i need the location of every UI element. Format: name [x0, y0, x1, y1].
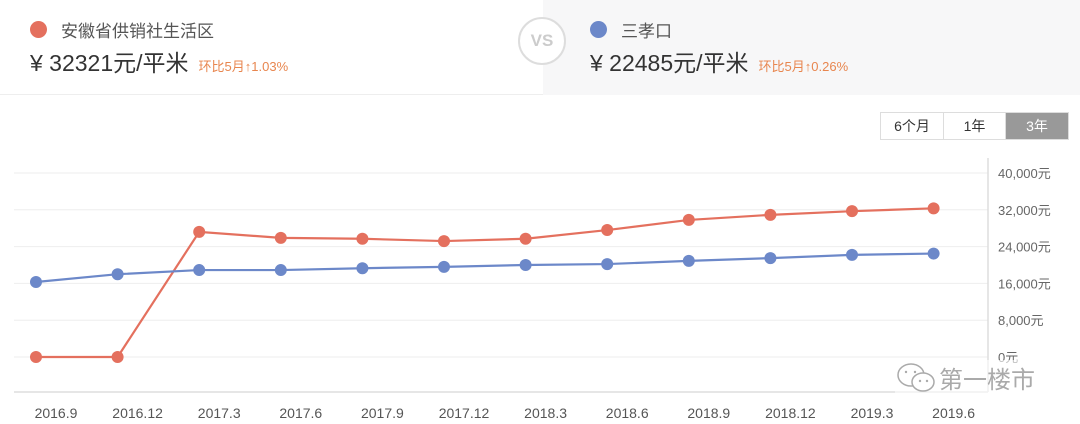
data-point[interactable] [438, 235, 450, 248]
series-color-dot-left [30, 21, 47, 38]
data-point[interactable] [438, 260, 450, 273]
x-tick-label: 2017.12 [439, 405, 490, 421]
wechat-icon [897, 362, 935, 392]
data-point[interactable] [193, 264, 206, 277]
y-tick-label: 32,000元 [998, 203, 1051, 218]
time-range-selector: 6个月 1年 3年 [880, 112, 1069, 140]
y-tick-label: 40,000元 [998, 166, 1051, 181]
data-point[interactable] [30, 276, 42, 289]
data-point[interactable] [764, 252, 777, 265]
range-1-year-button[interactable]: 1年 [944, 113, 1006, 139]
data-point[interactable] [356, 262, 369, 275]
left-change: 环比5月↑1.03% [198, 59, 289, 74]
x-tick-label: 2017.3 [198, 405, 241, 421]
data-point[interactable] [682, 213, 695, 226]
x-tick-label: 2017.9 [361, 405, 404, 421]
data-point[interactable] [274, 264, 287, 277]
x-tick-label: 2017.6 [279, 405, 322, 421]
data-point[interactable] [356, 232, 369, 245]
series-line-1 [35, 252, 934, 284]
comparison-header: 安徽省供销社生活区 ¥ 32321元/平米 环比5月↑1.03% VS 三孝口 … [0, 0, 1080, 95]
data-point[interactable] [519, 259, 532, 271]
watermark: 第一楼市 [895, 360, 1045, 395]
data-point[interactable] [764, 208, 777, 221]
left-community-panel: 安徽省供销社生活区 ¥ 32321元/平米 环比5月↑1.03% [0, 0, 543, 95]
left-community-name: 安徽省供销社生活区 [61, 22, 214, 41]
data-point[interactable] [274, 231, 287, 244]
right-change: 环比5月↑0.26% [758, 59, 849, 74]
data-point[interactable] [111, 268, 124, 281]
watermark-text: 第一楼市 [939, 367, 1035, 394]
x-tick-label: 2016.12 [112, 405, 163, 421]
series-color-dot-right [590, 21, 607, 38]
right-community-panel: 三孝口 ¥ 22485元/平米 环比5月↑0.26% [543, 0, 1080, 95]
range-3-years-button[interactable]: 3年 [1006, 113, 1068, 139]
data-point[interactable] [682, 254, 695, 267]
x-tick-label: 2019.6 [932, 405, 975, 421]
y-tick-label: 8,000元 [998, 313, 1044, 328]
data-point[interactable] [927, 247, 940, 260]
y-tick-label: 24,000元 [998, 240, 1051, 255]
series-line-0 [36, 207, 934, 359]
left-price: ¥ 32321元/平米 [30, 50, 189, 76]
data-point[interactable] [601, 224, 614, 237]
data-point[interactable] [927, 202, 940, 215]
x-tick-label: 2018.3 [524, 405, 567, 421]
x-tick-label: 2016.9 [35, 405, 78, 421]
x-tick-label: 2018.9 [687, 405, 730, 421]
data-point[interactable] [193, 225, 206, 238]
data-point[interactable] [601, 258, 614, 271]
data-point[interactable] [111, 351, 124, 363]
x-tick-label: 2019.3 [851, 405, 894, 421]
range-6-months-button[interactable]: 6个月 [881, 113, 944, 139]
vs-badge: VS [518, 17, 566, 65]
data-point[interactable] [519, 232, 532, 245]
y-tick-label: 16,000元 [998, 276, 1051, 291]
price-trend-chart: 0元8,000元16,000元24,000元32,000元40,000元2016… [14, 158, 1051, 421]
x-tick-label: 2018.6 [606, 405, 649, 421]
data-point[interactable] [30, 351, 42, 363]
right-price: ¥ 22485元/平米 [590, 50, 749, 76]
data-point[interactable] [846, 248, 858, 261]
data-point[interactable] [846, 205, 858, 218]
right-community-name: 三孝口 [621, 22, 672, 41]
x-tick-label: 2018.12 [765, 405, 816, 421]
